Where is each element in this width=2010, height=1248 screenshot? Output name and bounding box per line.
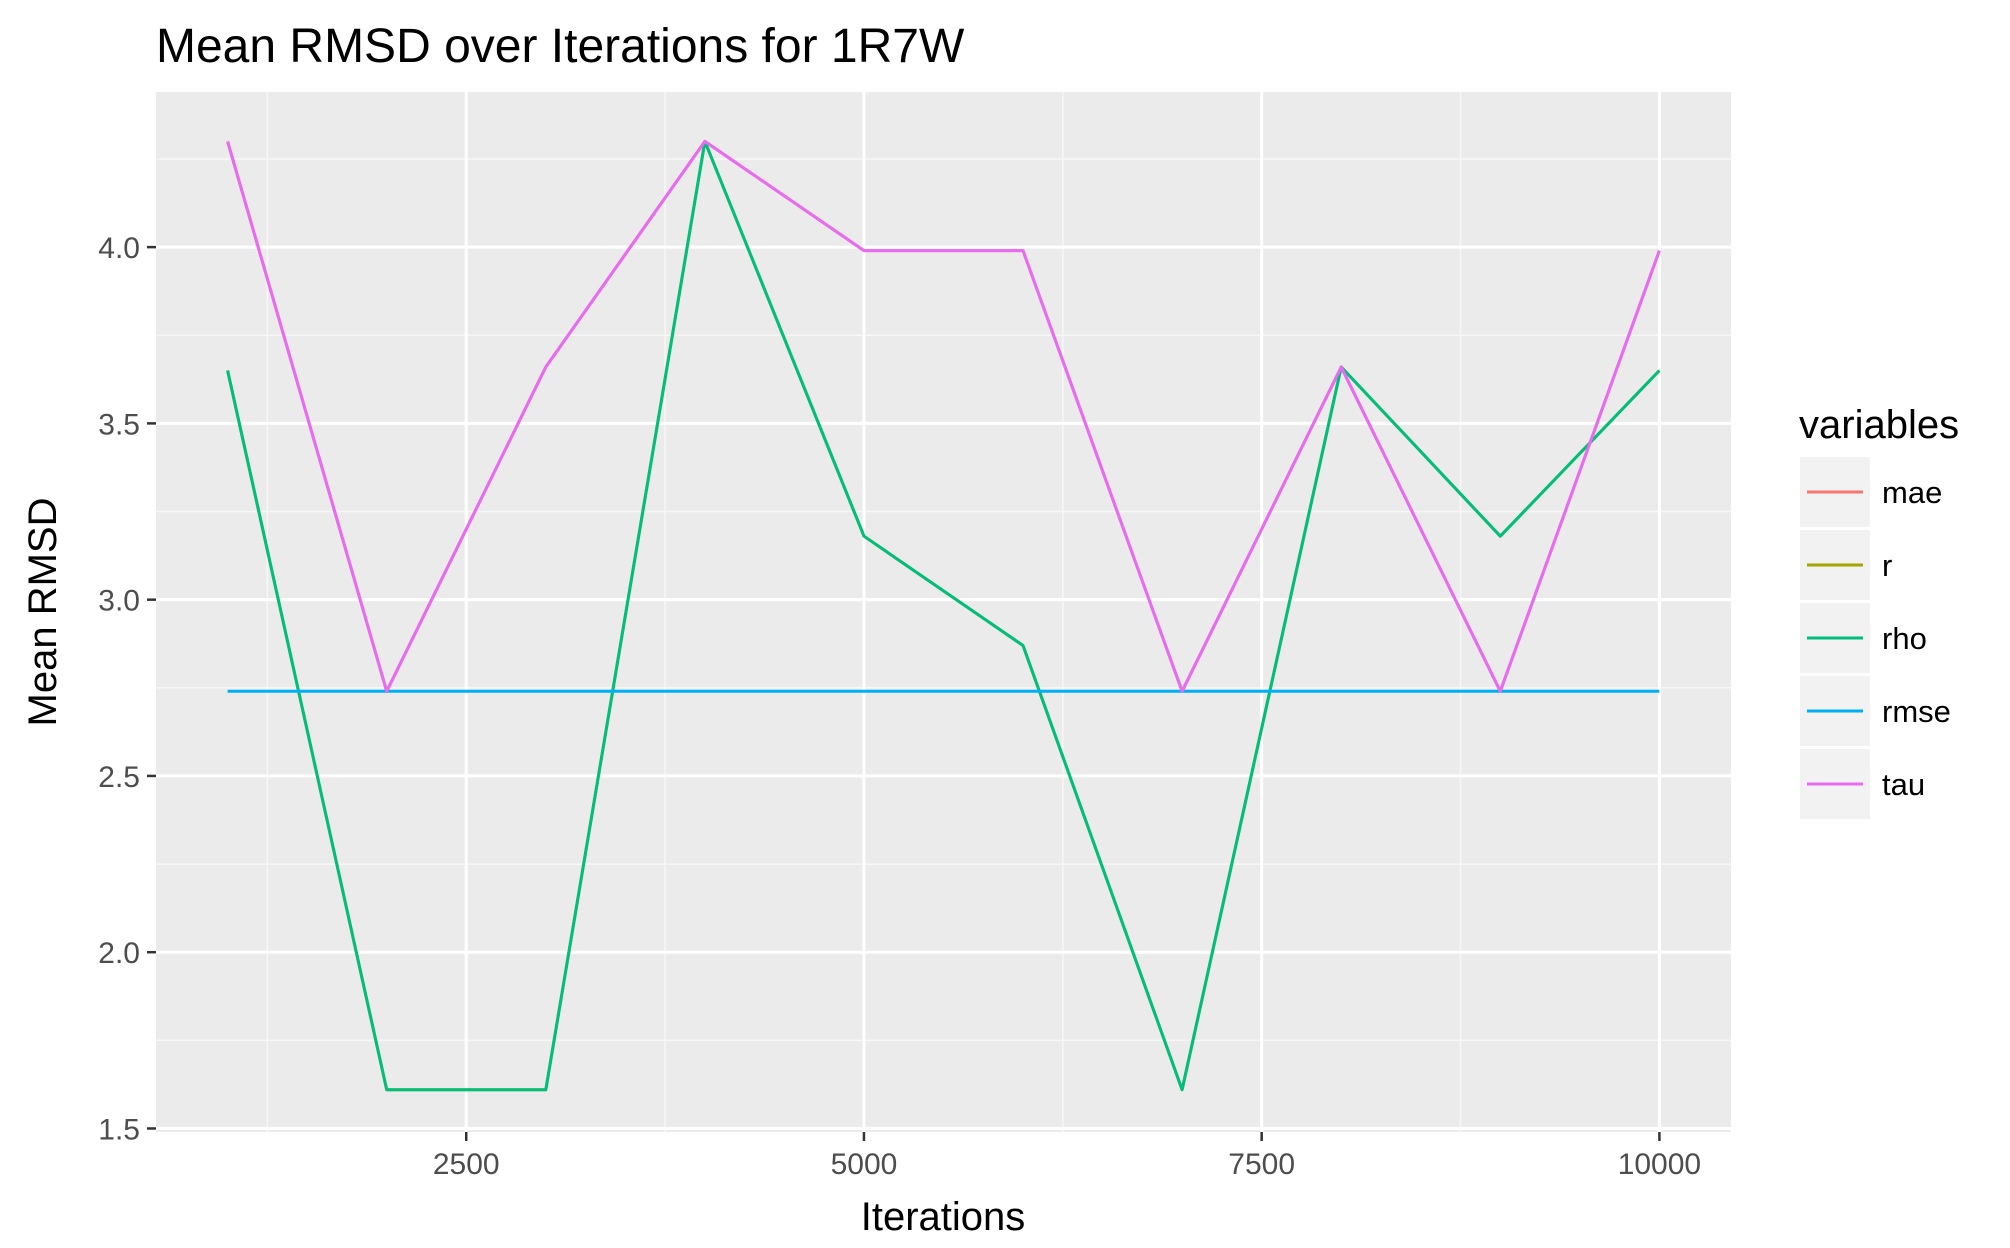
y-axis: 1.5 2.0 2.5 3.0 3.5 4.0 (98, 232, 156, 1146)
legend-label-r: r (1882, 548, 1892, 583)
minor-gridlines (156, 92, 1731, 1132)
x-axis-title: Iterations (861, 1195, 1026, 1239)
series-line-tau (226, 139, 1661, 693)
y-tick-label: 4.0 (98, 232, 140, 265)
y-tick-label: 1.5 (98, 1113, 140, 1146)
legend: variables mae r rho rmse tau (1799, 403, 1959, 819)
x-tick-label: 10000 (1618, 1148, 1701, 1181)
y-tick-label: 3.0 (98, 585, 140, 618)
y-tick-label: 2.0 (98, 937, 140, 970)
chart-title: Mean RMSD over Iterations for 1R7W (156, 20, 965, 73)
x-tick-label: 2500 (433, 1148, 500, 1181)
legend-title: variables (1799, 403, 1959, 447)
legend-label-rho: rho (1882, 621, 1927, 656)
y-axis-title: Mean RMSD (21, 498, 65, 727)
y-tick-label: 2.5 (98, 761, 140, 794)
x-axis: 2500 5000 7500 10000 (433, 1132, 1701, 1181)
major-gridlines (156, 92, 1731, 1132)
series-line-rho (226, 139, 1661, 1092)
x-tick-label: 7500 (1228, 1148, 1295, 1181)
legend-label-rmse: rmse (1882, 694, 1951, 729)
plot-panel (156, 92, 1731, 1132)
legend-label-tau: tau (1882, 767, 1925, 802)
series-lines (226, 139, 1661, 1092)
legend-label-mae: mae (1882, 475, 1942, 510)
x-tick-label: 5000 (831, 1148, 898, 1181)
y-tick-label: 3.5 (98, 408, 140, 441)
